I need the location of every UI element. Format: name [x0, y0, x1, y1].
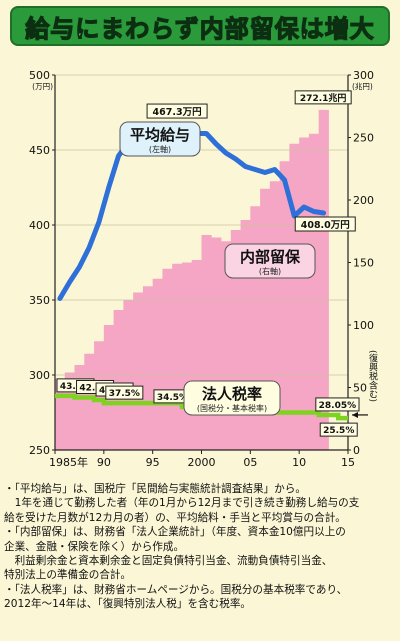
retained-earnings-legend-name: 内部留保: [240, 248, 301, 266]
note-line: 給を受けた月数が12カ月の者）の、平均給料・手当と平均賞与の合計。: [4, 511, 346, 524]
retained-earnings-bar: [84, 353, 95, 450]
peak-wage-label: 467.3万円: [153, 107, 202, 118]
retained-earnings-bar: [279, 161, 290, 450]
right-tick-label: 250: [353, 132, 374, 145]
note-line: ・「内部留保」は、財務省「法人企業統計」（年度、資本金10億円以上の: [4, 526, 346, 539]
chart: 2503003504004505000501001502002503001985…: [29, 69, 378, 469]
notes: ・「平均給与」は、国税庁「民間給与実態統計調査結果」から。 1年を通じて勤務した…: [4, 482, 396, 612]
retained-earnings-bar: [113, 310, 124, 450]
right-tick-label: 150: [353, 257, 374, 270]
x-tick-label: 2000: [188, 456, 216, 469]
tax-note-arrowhead: [352, 411, 358, 418]
note-line: ・「法人税率」は、財務省ホームページから。国税分の基本税率であり、: [4, 583, 348, 596]
right-tick-label: 0: [353, 444, 360, 457]
x-tick-label: 15: [341, 456, 355, 469]
retained-earnings-bar: [260, 188, 271, 450]
retained-earnings-bar: [162, 268, 173, 450]
tax-rate-label: 25.5%: [319, 422, 358, 437]
x-tick-label: 1985年: [49, 455, 88, 469]
tax-rate-step-group: [55, 393, 348, 421]
x-tick-label: 95: [146, 456, 160, 469]
left-axis-unit: (万円): [32, 82, 53, 91]
retained-earnings-bar: [269, 181, 281, 450]
retained-earnings-bar: [55, 378, 66, 450]
average-wage-legend-note: (左軸): [149, 144, 171, 154]
last-wage-label: 408.0万円: [301, 220, 350, 231]
left-tick-label: 350: [29, 294, 50, 307]
left-tick-label: 450: [29, 144, 50, 157]
retained-earnings-bar: [133, 292, 144, 450]
right-tick-label: 300: [353, 69, 374, 82]
tax-rate-label-text: 37.5%: [109, 389, 140, 399]
retained-earnings-legend-box: [224, 243, 316, 279]
tax-rate-legend: 法人税率(国税分・基本税率): [183, 380, 281, 416]
right-axis-unit: (兆円): [352, 81, 373, 91]
right-tick-label: 50: [353, 382, 367, 395]
retained-earnings-bar: [191, 260, 202, 450]
retained-earnings-bar: [201, 235, 212, 450]
retained-earnings-bar: [211, 237, 222, 450]
retained-earnings-legend-note: (右軸): [259, 266, 281, 276]
left-tick-label: 250: [29, 444, 50, 457]
retained-earnings-bar: [318, 109, 329, 450]
average-wage-legend-box: [119, 121, 201, 157]
x-tick-label: 90: [97, 456, 111, 469]
tax-note: (復興税含む): [367, 350, 378, 402]
tax-rate-label-box: [105, 385, 144, 400]
retained-earnings-bar: [142, 286, 154, 450]
retained-earnings-bar: [64, 372, 75, 450]
peak-wage-label-box: [146, 103, 208, 119]
retained-earnings-bar: [172, 263, 183, 450]
last-retained-label-box: [294, 90, 352, 105]
note-line: 2012年〜14年は、「復興特別法人税」を含む税率。: [4, 598, 252, 611]
left-tick-label: 400: [29, 219, 50, 232]
retained-earnings-bar: [299, 137, 310, 450]
chart-labels: 43.3%42.0%40.0%37.5%34.5%30.0%28.05%25.5…: [56, 90, 378, 437]
tax-rate-legend-name: 法人税率: [202, 385, 262, 403]
retained-earnings-bar: [308, 133, 320, 450]
retained-earnings-bar: [250, 206, 261, 450]
retained-earnings-bar: [152, 278, 163, 450]
right-tick-label: 200: [353, 194, 374, 207]
page-title: 給与にまわらず内部留保は増大: [25, 14, 375, 43]
tax-rate-legend-box: [183, 380, 281, 416]
right-tick-label: 100: [353, 319, 374, 332]
left-tick-label: 500: [29, 69, 50, 82]
tax-rate-label-text: 28.05%: [319, 401, 357, 411]
last-retained-label: 272.1兆円: [300, 92, 346, 104]
note-line: 1年を通じて勤務した者（年の1月から12月まで引き続き勤務し給与の支: [4, 497, 360, 510]
retained-earnings-bar: [240, 220, 251, 450]
retained-earnings-legend: 内部留保(右軸): [224, 243, 316, 279]
retained-earnings-area-group: [55, 109, 329, 450]
tax-rate-legend-note: (国税分・基本税率): [197, 403, 267, 413]
tax-rate-label: 37.5%: [105, 385, 144, 400]
tax-rate-label-box: [315, 397, 360, 412]
note-line: 利益剰余金と資本剰余金と固定負債特引当金、流動負債特引当金、: [4, 555, 333, 568]
tax-rate-label-text: 25.5%: [323, 426, 354, 436]
title-banner: 給与にまわらず内部留保は増大: [10, 6, 390, 46]
tax-rate-label-text: 42.0%: [79, 384, 110, 394]
tax-rate-label-text: 34.5%: [157, 393, 188, 403]
gridlines: [55, 74, 348, 376]
retained-earnings-bar: [181, 262, 193, 450]
x-tick-label: 05: [243, 456, 257, 469]
tax-rate-label-text: 43.3%: [60, 382, 91, 392]
retained-earnings-bar: [289, 143, 300, 450]
retained-earnings-bar: [74, 365, 85, 450]
retained-earnings-bar: [221, 241, 232, 450]
tax-rate-label-box: [319, 422, 358, 437]
left-tick-label: 300: [29, 369, 50, 382]
tax-rate-label: 28.05%: [315, 397, 360, 412]
tax-rate-line: [55, 393, 348, 421]
note-line: ・「平均給与」は、国税庁「民間給与実態統計調査結果」から。: [4, 483, 306, 495]
last-wage-label-box: [294, 216, 356, 232]
note-line: 特別法上の準備金の合計。: [4, 569, 132, 582]
x-tick-label: 10: [292, 456, 306, 469]
average-wage-legend: 平均給与(左軸): [119, 121, 201, 157]
average-wage-legend-name: 平均給与: [130, 126, 190, 144]
retained-earnings-bar: [230, 230, 241, 450]
axes: 2503003504004505000501001502002503001985…: [29, 69, 374, 469]
note-line: 企業、金融・保険を除く）から作成。: [4, 540, 185, 553]
